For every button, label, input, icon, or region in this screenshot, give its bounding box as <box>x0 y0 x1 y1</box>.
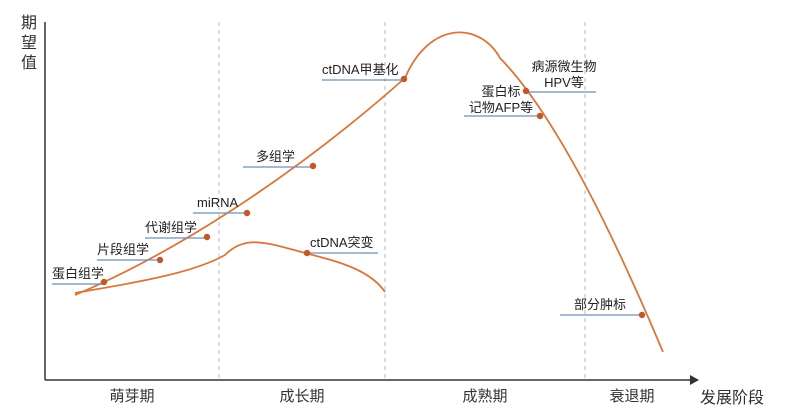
secondary-curve <box>74 241 386 294</box>
stage-label-growth: 成长期 <box>279 388 325 405</box>
label-metabolomics: 代谢组学 <box>145 220 198 235</box>
label-pathogen-line2: HPV等 <box>544 75 584 90</box>
marker-dot <box>522 87 530 95</box>
x-axis-title: 发展阶段 <box>700 390 765 407</box>
label-tumor-markers: 部分肿标 <box>574 297 627 312</box>
label-protein-afp: 蛋白标 记物AFP等 <box>464 84 538 116</box>
stage-label-mature: 成熟期 <box>462 388 508 405</box>
marker-dot <box>303 249 311 257</box>
marker-dot <box>203 233 211 241</box>
marker-dot <box>100 278 108 286</box>
marker-dot <box>638 311 646 319</box>
label-proteomics: 蛋白组学 <box>52 266 105 281</box>
marker-dot <box>156 256 164 264</box>
label-fragmentomics: 片段组学 <box>97 242 150 257</box>
label-ctdna-methylation: ctDNA甲基化 <box>322 62 399 77</box>
label-protein-line2: 记物AFP等 <box>468 100 534 115</box>
label-ctdna-mutation: ctDNA突变 <box>310 235 374 250</box>
marker-dot <box>400 75 408 83</box>
x-axis-arrow <box>690 375 699 385</box>
marker-dot <box>243 209 251 217</box>
marker-dot <box>536 112 544 120</box>
stage-label-decline: 衰退期 <box>609 388 655 405</box>
label-protein-line1: 蛋白标 <box>481 84 521 99</box>
label-pathogen-hpv: 病源微生物 HPV等 <box>520 59 608 91</box>
stage-label-sprout: 萌芽期 <box>109 388 155 405</box>
marker-dot <box>309 162 317 170</box>
label-multiomics: 多组学 <box>256 149 296 164</box>
main-curve <box>74 31 664 353</box>
label-pathogen-line1: 病源微生物 <box>531 59 597 74</box>
y-axis-title: 期望值 <box>20 15 37 72</box>
label-mirna: miRNA <box>197 195 239 210</box>
